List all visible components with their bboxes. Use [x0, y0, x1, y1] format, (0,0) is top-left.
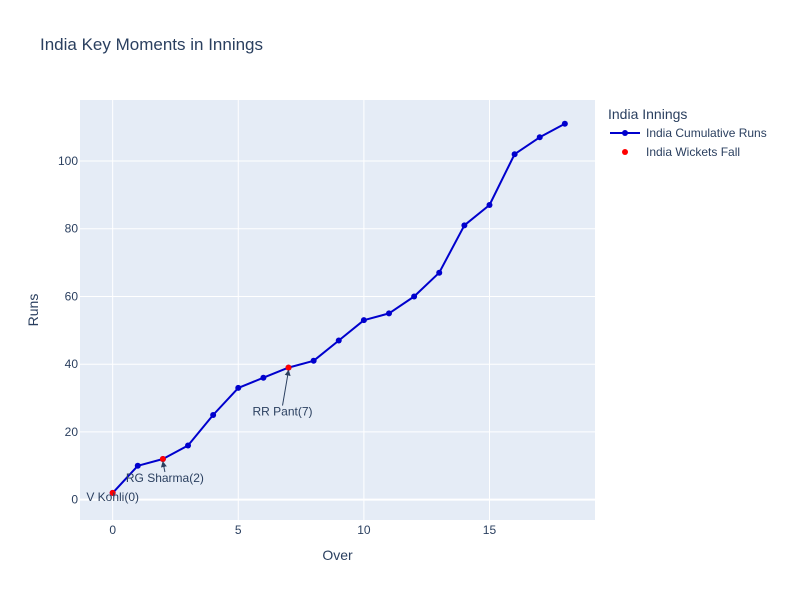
runs-point[interactable]	[335, 337, 342, 344]
runs-point[interactable]	[360, 317, 367, 324]
plot-area	[80, 100, 595, 520]
wicket-point[interactable]	[109, 489, 116, 496]
y-axis-title: Runs	[25, 294, 41, 327]
runs-point[interactable]	[436, 269, 443, 276]
legend-marker-swatch	[622, 130, 628, 136]
legend-item[interactable]: India Wickets Fall	[622, 145, 740, 159]
x-tick-label: 0	[109, 523, 116, 537]
annotation-label: RR Pant(7)	[252, 405, 312, 419]
runs-point[interactable]	[561, 120, 568, 127]
chart-title: India Key Moments in Innings	[40, 35, 263, 54]
annotations: V Kohli(0) RG Sharma(2) RR Pant(7)	[86, 369, 313, 504]
runs-point[interactable]	[386, 310, 392, 317]
y-tick-label: 0	[71, 493, 78, 507]
x-tick-label: 5	[235, 523, 242, 537]
annotation-label: RG Sharma(2)	[126, 471, 204, 485]
y-tick-label: 60	[65, 289, 79, 303]
y-axis-ticks: 0 20 40 60 80 100	[58, 154, 78, 507]
legend-marker-swatch	[622, 149, 628, 155]
runs-point[interactable]	[461, 222, 468, 229]
x-axis-ticks: 0 5 10 15	[109, 523, 496, 537]
runs-point[interactable]	[511, 151, 518, 158]
runs-point[interactable]	[260, 374, 267, 381]
y-tick-label: 20	[65, 425, 79, 439]
legend-label: India Cumulative Runs	[646, 126, 767, 140]
x-axis-title: Over	[322, 547, 353, 563]
runs-point[interactable]	[536, 134, 543, 141]
legend-label: India Wickets Fall	[646, 145, 740, 159]
runs-point[interactable]	[210, 412, 217, 418]
runs-point[interactable]	[310, 357, 317, 364]
gridlines	[80, 100, 595, 520]
series-layer	[109, 120, 568, 496]
y-tick-label: 80	[65, 222, 79, 236]
y-tick-label: 40	[65, 357, 79, 371]
y-tick-label: 100	[58, 154, 78, 168]
annotation-arrow	[282, 369, 291, 406]
annotation-label: V Kohli(0)	[86, 490, 139, 504]
wicket-point[interactable]	[285, 364, 292, 371]
wicket-point[interactable]	[159, 456, 166, 463]
x-tick-label: 15	[483, 523, 497, 537]
legend-title: India Innings	[608, 106, 687, 122]
x-tick-label: 10	[357, 523, 371, 537]
legend[interactable]: India Innings India Cumulative Runs India…	[608, 106, 767, 159]
runs-point[interactable]	[486, 202, 493, 208]
legend-item[interactable]: India Cumulative Runs	[610, 126, 767, 140]
runs-point[interactable]	[411, 293, 418, 300]
runs-point[interactable]	[134, 462, 141, 469]
runs-point[interactable]	[185, 442, 192, 449]
runs-point[interactable]	[235, 384, 242, 391]
annotation-arrow	[160, 461, 167, 473]
